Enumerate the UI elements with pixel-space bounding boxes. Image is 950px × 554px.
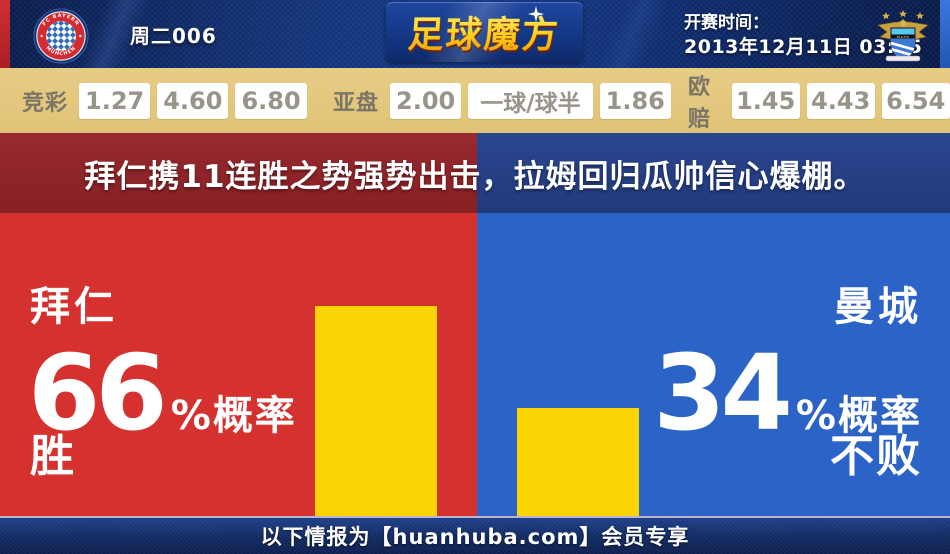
away-probability: 34 %概率 bbox=[653, 341, 922, 445]
prediction-stage: 拜仁 66 %概率 胜 曼城 34 %概率 不败 bbox=[0, 213, 950, 516]
headline-text: 拜仁携11连胜之势强势出击，拉姆回归瓜帅信心爆棚。 bbox=[84, 158, 866, 195]
header-sheen bbox=[596, 0, 670, 68]
home-team-name: 拜仁 bbox=[30, 284, 118, 330]
odds-strip: 竞彩 1.27 4.60 6.80 亚盘 2.00 一球/球半 1.86 欧赔 … bbox=[0, 68, 950, 133]
odds-value-box: 6.54 bbox=[881, 82, 950, 119]
headline-band-away-half bbox=[477, 133, 950, 213]
odds-group-jingcai: 竞彩 1.27 4.60 6.80 bbox=[22, 68, 314, 133]
odds-value-box: 4.43 bbox=[806, 82, 875, 119]
odds-group-oupei: 欧赔 1.45 4.43 6.54 bbox=[688, 68, 950, 133]
odds-value-box: 1.27 bbox=[79, 82, 151, 119]
odds-handicap-box: 一球/球半 bbox=[468, 82, 593, 119]
headline-band: 拜仁携11连胜之势强势出击，拉姆回归瓜帅信心爆棚。 bbox=[0, 133, 950, 213]
footer-text: 以下情报为【huanhuba.com】会员专享 bbox=[260, 525, 690, 549]
city-band-text: M.C.F.C bbox=[897, 35, 910, 39]
odds-group-yapan: 亚盘 2.00 一球/球半 1.86 bbox=[333, 68, 678, 133]
home-probability: 66 %概率 bbox=[28, 341, 297, 445]
footer-bar: 以下情报为【huanhuba.com】会员专享 bbox=[0, 516, 950, 554]
away-percent-value: 34 bbox=[653, 332, 793, 454]
away-team-name: 曼城 bbox=[834, 284, 922, 330]
kickoff-label: 开赛时间： bbox=[684, 13, 769, 33]
kickoff-datetime: 2013年12月11日 03:45 bbox=[684, 36, 923, 59]
right-edge-stripe bbox=[940, 0, 950, 68]
odds-value-box: 4.60 bbox=[157, 82, 229, 119]
bayern-munich-crest-icon: FC BAYERN MÜNCHEN bbox=[33, 8, 89, 64]
brand-panel: 足球魔方 bbox=[386, 2, 583, 62]
home-outcome: 胜 bbox=[30, 431, 76, 482]
home-percent-suffix: %概率 bbox=[170, 393, 297, 439]
kickoff-info: 开赛时间： 2013年12月11日 03:45 bbox=[684, 13, 922, 60]
home-probability-bar bbox=[315, 306, 437, 516]
odds-label: 欧赔 bbox=[688, 74, 712, 132]
home-percent-value: 66 bbox=[28, 332, 168, 454]
odds-label: 亚盘 bbox=[333, 90, 380, 116]
headline-band-home-half bbox=[0, 133, 477, 213]
manchester-city-crest-icon: M.C.F.C bbox=[877, 10, 929, 62]
match-code: 周二006 bbox=[130, 23, 217, 48]
header-bar: FC BAYERN MÜNCHEN 周二006 足球魔方 开赛时间： 2013年… bbox=[0, 0, 950, 68]
odds-value-box: 1.86 bbox=[599, 82, 671, 119]
odds-value-box: 6.80 bbox=[235, 82, 307, 119]
odds-value-box: 1.45 bbox=[731, 82, 800, 119]
odds-value-box: 2.00 bbox=[390, 82, 462, 119]
left-edge-stripe bbox=[0, 0, 10, 68]
away-outcome: 不败 bbox=[830, 431, 922, 482]
away-percent-suffix: %概率 bbox=[795, 393, 922, 439]
away-probability-bar bbox=[517, 408, 639, 516]
odds-label: 竞彩 bbox=[22, 90, 69, 116]
